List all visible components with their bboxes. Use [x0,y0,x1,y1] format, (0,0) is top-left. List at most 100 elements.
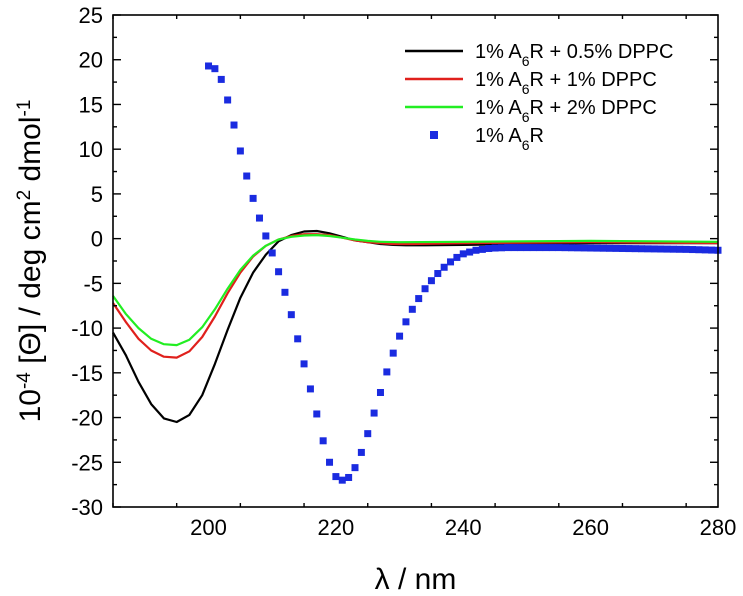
x-tick-label: 220 [318,515,355,540]
data-point [224,96,232,104]
data-point [326,458,334,466]
x-tick-label: 200 [190,515,227,540]
data-point [243,172,251,180]
y-title-part: 10 [14,389,47,422]
legend-item: 1% A6R + 1% DPPC [405,69,657,97]
y-tick-label: 0 [91,227,103,252]
data-point [364,430,372,438]
data-point [383,368,391,376]
data-point [555,244,563,252]
legend-part: 1% A [475,69,522,91]
legend-part: 1% A [475,125,522,147]
data-point [625,245,633,253]
data-point [682,245,690,253]
data-point [281,288,289,296]
legend-marker-swatch [430,131,438,139]
data-point [466,248,474,256]
y-tick-label: -25 [71,450,103,475]
legend-item: 1% A6R [430,125,544,153]
legend-part: R [530,125,544,147]
legend-label: 1% A6R [475,125,544,153]
legend-item: 1% A6R + 2% DPPC [405,97,657,125]
data-point [606,244,614,252]
y-tick-label: 10 [79,137,103,162]
legend-label: 1% A6R + 1% DPPC [475,69,657,97]
series-line [112,229,718,424]
data-point [517,244,525,252]
data-point [370,409,378,417]
data-point [287,311,295,319]
legend-subscript: 6 [522,53,530,69]
data-point [205,62,213,70]
data-point [300,360,308,368]
x-tick-label: 260 [572,515,609,540]
data-point [306,385,314,393]
data-point [440,263,448,271]
y-title-part: [Θ] / deg cm [14,200,47,372]
data-point [663,245,671,253]
legend-label: 1% A6R + 0.5% DPPC [475,41,673,69]
y-axis-title: 10-4 [Θ] / deg cm2 dmol-1 [14,100,48,423]
x-tick-label: 280 [700,515,737,540]
y-tick-label: -15 [71,361,103,386]
data-point [275,268,283,276]
data-point [650,245,658,253]
data-point [657,245,665,253]
series-1 [112,229,718,424]
data-point [421,285,429,293]
data-point [472,246,480,254]
data-point [618,244,626,252]
y-title-superscript: -4 [14,372,35,389]
y-title-superscript: 2 [14,190,35,201]
data-point [587,244,595,252]
data-point [345,473,353,481]
data-point [542,244,550,252]
data-point [427,277,435,285]
legend-part: R + 2% DPPC [530,97,657,119]
data-point [249,194,257,202]
data-point [599,244,607,252]
legend-part: R + 0.5% DPPC [530,41,674,63]
data-point [695,246,703,254]
data-point [523,244,531,252]
data-point [504,244,512,252]
data-point [236,147,244,155]
data-point [497,244,505,252]
data-point [351,464,359,472]
data-point [708,246,716,254]
legend-subscript: 6 [522,109,530,125]
x-axis-title: λ / nm [375,563,457,596]
data-point [574,244,582,252]
data-point [319,437,327,445]
data-point [217,75,225,83]
axis-ticks: 200 220 240 260 280 -30 -25 -20 -15 -10 -5 0 5 10 15 20… [71,3,736,540]
legend-label: 1% A6R + 2% DPPC [475,97,657,125]
series-layer [112,62,722,484]
data-point [485,244,493,252]
legend-subscript: 6 [522,81,530,97]
x-tick-label: 240 [445,515,482,540]
data-point [255,214,263,222]
data-point [561,244,569,252]
y-tick-label: -10 [71,316,103,341]
data-point [376,388,384,396]
data-point [529,244,537,252]
data-point [593,244,601,252]
data-point [669,245,677,253]
legend-subscript: 6 [522,137,530,153]
data-point [262,232,270,240]
data-point [612,244,620,252]
data-point [689,246,697,254]
data-point [676,245,684,253]
y-tick-label: -5 [83,271,103,296]
data-point [389,349,397,357]
legend-item: 1% A6R + 0.5% DPPC [405,41,673,69]
data-point [478,245,486,253]
legend-part: R + 1% DPPC [530,69,657,91]
data-point [447,258,455,266]
data-point [568,244,576,252]
data-point [396,332,404,340]
data-point [268,249,276,257]
